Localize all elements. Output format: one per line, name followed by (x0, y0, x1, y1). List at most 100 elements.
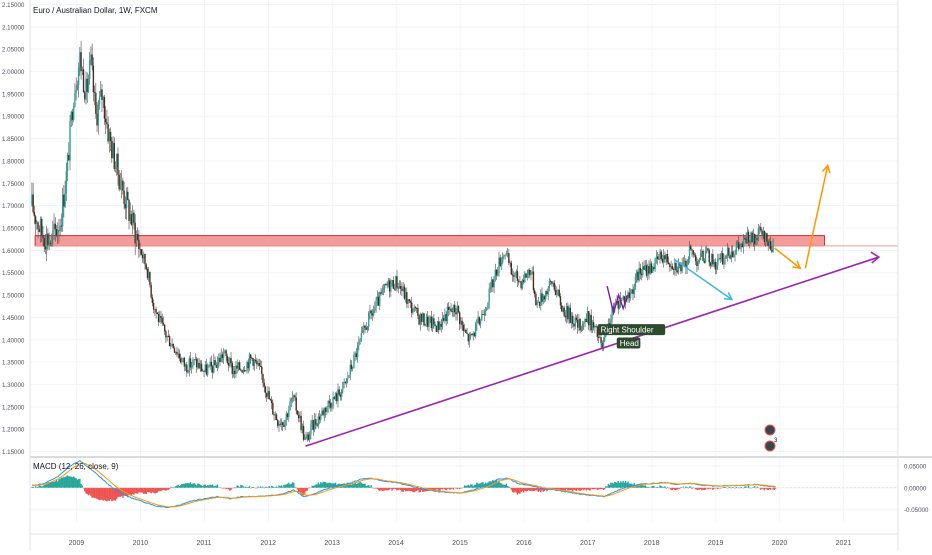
macd-histogram-bar (676, 487, 678, 490)
macd-histogram-bar (489, 481, 492, 488)
candle-body (53, 223, 55, 232)
macd-histogram-bar (189, 482, 192, 488)
macd-histogram-bar (563, 487, 565, 490)
macd-histogram-bar (503, 484, 505, 488)
candle-body (567, 306, 569, 320)
macd-histogram-bar (728, 487, 730, 488)
candle-body (744, 237, 746, 239)
candle-body (601, 343, 603, 349)
candle-body (413, 307, 415, 312)
macd-histogram-bar (154, 487, 156, 494)
macd-histogram-bar (265, 486, 268, 488)
candle-body (486, 308, 488, 311)
macd-histogram-bar (407, 487, 409, 491)
macd-histogram-bar (751, 487, 753, 489)
macd-y-tick-label: -0.05000 (904, 507, 929, 514)
macd-histogram-bar (171, 487, 173, 488)
macd-histogram-bar (295, 487, 297, 489)
candle-body (279, 424, 281, 426)
trendline-arrow (870, 251, 881, 264)
candle-body (664, 255, 666, 260)
candle-body (515, 271, 517, 273)
candle-body (263, 382, 265, 387)
candle-body (70, 111, 72, 122)
macd-histogram-bar (309, 487, 311, 489)
candle-body (768, 241, 771, 246)
candle-body (699, 253, 702, 260)
candle-body (771, 249, 773, 252)
candle-body (570, 315, 573, 323)
candle-body (167, 336, 170, 337)
macd-histogram-bar (468, 485, 471, 488)
candle-body (145, 264, 147, 270)
macd-histogram-bar (574, 487, 576, 491)
macd-histogram-bar (182, 483, 184, 488)
macd-histogram-bar (611, 482, 613, 488)
macd-histogram-bar (472, 485, 474, 488)
candle-body (333, 397, 335, 400)
candle-body (671, 266, 674, 269)
candle-body (209, 361, 211, 365)
macd-histogram-bar (302, 487, 305, 496)
macd-histogram-bar (532, 487, 535, 492)
macd-histogram-bar (161, 487, 163, 491)
candle-body (327, 401, 329, 407)
candle-body (120, 180, 123, 186)
macd-histogram-bar (619, 481, 622, 488)
macd-histogram-bar (329, 482, 332, 488)
candle-body (54, 223, 56, 230)
candle-body (696, 261, 698, 266)
macd-histogram-bar (735, 486, 737, 488)
x-tick-label: 2010 (133, 540, 149, 547)
trendline (305, 256, 880, 447)
candle-body (329, 403, 332, 408)
candle-body (163, 324, 166, 332)
macd-histogram-bar (398, 487, 401, 490)
candle-body (300, 415, 302, 431)
macd-histogram-bar (288, 482, 290, 488)
candle-body (262, 373, 264, 383)
macd-histogram-bar (133, 487, 135, 495)
macd-histogram-bar (674, 487, 676, 491)
candle-body (57, 230, 59, 236)
candle-body (590, 315, 592, 331)
candle-body (516, 271, 519, 281)
candle-body (116, 153, 118, 168)
macd-histogram-bar (763, 487, 766, 491)
macd-histogram-bar (686, 486, 688, 488)
macd-histogram-bar (707, 487, 709, 490)
candle-body (76, 85, 79, 90)
candle-body (355, 353, 358, 357)
macd-histogram-bar (257, 486, 259, 488)
macd-histogram-bar (533, 487, 536, 491)
macd-histogram-bar (152, 487, 155, 493)
candle-body (503, 255, 505, 257)
macd-histogram-bar (109, 487, 112, 500)
candle-body (144, 253, 146, 265)
macd-histogram-bar (639, 484, 642, 488)
candle-body (454, 304, 456, 313)
candle-body (187, 372, 189, 374)
candle-body (374, 307, 376, 311)
candle-body (138, 239, 140, 249)
macd-histogram-bar (592, 487, 595, 490)
macd-histogram-bar (605, 486, 607, 488)
candle-body (717, 258, 719, 266)
macd-histogram-bar (471, 484, 473, 488)
candle-body (246, 362, 248, 371)
macd-histogram-bar (659, 485, 661, 488)
macd-histogram-bar (140, 487, 143, 493)
candle-body (252, 358, 254, 366)
macd-histogram-bar (332, 483, 334, 488)
candle-body (295, 397, 297, 411)
macd-histogram-bar (221, 487, 224, 489)
macd-histogram-bar (594, 487, 596, 490)
macd-histogram-bar (419, 487, 422, 493)
candle-body (385, 283, 387, 285)
macd-histogram-bar (642, 485, 644, 488)
macd-histogram-bar (91, 487, 93, 498)
candle-body (669, 263, 671, 268)
candle-body (736, 242, 739, 247)
candle-body (629, 293, 632, 298)
macd-histogram-bar (683, 487, 686, 489)
